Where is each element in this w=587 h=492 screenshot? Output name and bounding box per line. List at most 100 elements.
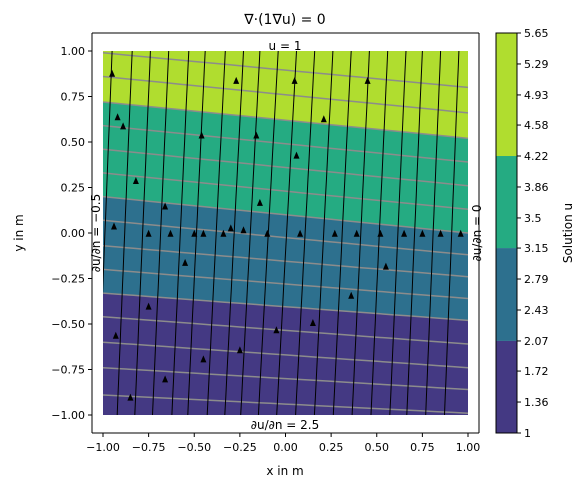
chart-title: ∇·(1∇u) = 0 bbox=[243, 12, 325, 28]
streamline-arrow-29 bbox=[437, 229, 444, 237]
colorbar: 5.65 5.29 4.93 4.58 4.22 3.86 3.5 3.15 2.79 2.43 2… bbox=[495, 27, 549, 440]
y-tick-label: −0.25 bbox=[51, 273, 85, 286]
streamline-arrow-38 bbox=[273, 326, 280, 334]
streamline-arrow-39 bbox=[309, 319, 316, 326]
colorbar-tick-label: 4.22 bbox=[524, 150, 549, 163]
streamline-1 bbox=[103, 51, 113, 296]
y-tick-label: −0.75 bbox=[51, 364, 85, 377]
streamline-arrow-31 bbox=[182, 258, 189, 266]
streamline-arrow-16 bbox=[167, 229, 174, 237]
x-tick-label: 0.25 bbox=[319, 441, 344, 454]
streamline-15 bbox=[351, 51, 370, 415]
x-axis-ticks: −1.00 −0.75 −0.50 −0.25 0.00 0.25 0.50 0.75 1.00 bbox=[86, 433, 480, 454]
x-tick-label: 0.50 bbox=[365, 441, 390, 454]
streamline-9 bbox=[240, 51, 261, 415]
boundary-label-top: u = 1 bbox=[269, 39, 302, 53]
y-tick-label: 0.25 bbox=[61, 182, 86, 195]
x-tick-label: −0.50 bbox=[177, 441, 211, 454]
streamline-20 bbox=[444, 51, 460, 415]
colorbar-tick-label: 5.29 bbox=[524, 58, 549, 71]
contour-line-15 bbox=[103, 52, 468, 89]
streamline-2 bbox=[116, 51, 133, 415]
streamline-arrow-8 bbox=[253, 131, 260, 139]
contour-line-3 bbox=[103, 341, 468, 369]
boundary-label-left: ∂u/∂n = −0.5 bbox=[89, 194, 103, 273]
streamline-arrow-10 bbox=[291, 76, 298, 84]
streamlines-layer bbox=[103, 51, 460, 415]
streamline-arrow-26 bbox=[377, 229, 384, 237]
contour-line-6 bbox=[103, 268, 468, 300]
streamline-arrows-layer bbox=[109, 69, 464, 401]
streamline-arrow-3 bbox=[120, 122, 127, 130]
streamline-arrow-18 bbox=[200, 229, 207, 237]
colorbar-tick-label: 2.07 bbox=[524, 335, 549, 348]
colorbar-tick-label: 5.65 bbox=[524, 27, 549, 40]
contour-line-8 bbox=[103, 219, 468, 256]
boundary-label-right: ∂u/∂n = 0 bbox=[470, 205, 484, 262]
y-tick-label: 0.50 bbox=[61, 136, 86, 149]
x-tick-label: −1.00 bbox=[86, 441, 120, 454]
streamline-arrow-32 bbox=[145, 302, 152, 310]
colorbar-tick-label: 2.43 bbox=[524, 304, 549, 317]
streamline-3 bbox=[134, 51, 151, 415]
colorbar-tick-label: 4.93 bbox=[524, 89, 549, 102]
colorbar-label: Solution u bbox=[561, 203, 575, 263]
streamline-13 bbox=[313, 51, 334, 415]
y-tick-label: 1.00 bbox=[61, 45, 86, 58]
streamline-arrow-4 bbox=[132, 177, 139, 184]
streamline-5 bbox=[171, 51, 190, 415]
x-tick-label: 0.75 bbox=[410, 441, 435, 454]
x-tick-label: 1.00 bbox=[456, 441, 481, 454]
y-tick-label: −0.50 bbox=[51, 318, 85, 331]
streamline-arrow-9 bbox=[256, 198, 263, 206]
streamline-arrow-33 bbox=[112, 331, 119, 339]
colorbar-tick-label: 4.58 bbox=[524, 119, 549, 132]
colorbar-band-4 bbox=[496, 33, 517, 157]
streamline-arrow-34 bbox=[162, 375, 169, 383]
streamline-17 bbox=[389, 51, 407, 415]
streamline-4 bbox=[152, 51, 170, 415]
streamline-arrow-27 bbox=[401, 229, 408, 237]
boundary-label-bottom: ∂u/∂n = 2.5 bbox=[251, 418, 319, 432]
y-tick-label: −1.00 bbox=[51, 409, 85, 422]
streamline-arrow-20 bbox=[227, 224, 234, 232]
colorbar-band-2 bbox=[496, 248, 517, 341]
contour-line-14 bbox=[103, 75, 468, 114]
streamline-arrow-15 bbox=[145, 229, 152, 237]
streamline-7 bbox=[206, 51, 226, 415]
x-tick-label: −0.25 bbox=[223, 441, 257, 454]
streamline-arrow-11 bbox=[320, 115, 327, 123]
colorbar-frame bbox=[495, 32, 518, 434]
streamline-arrow-17 bbox=[191, 229, 198, 237]
streamline-arrow-24 bbox=[331, 229, 338, 237]
streamline-14 bbox=[332, 51, 352, 415]
streamline-arrow-13 bbox=[293, 151, 300, 159]
streamline-19 bbox=[425, 51, 442, 415]
streamline-8 bbox=[224, 51, 244, 415]
contour-line-5 bbox=[103, 292, 468, 322]
colorbar-tick-label: 2.79 bbox=[524, 273, 549, 286]
contour-line-4 bbox=[103, 315, 468, 345]
streamline-arrow-36 bbox=[200, 355, 207, 363]
streamline-6 bbox=[187, 51, 206, 415]
streamline-arrow-41 bbox=[382, 262, 389, 270]
streamline-arrow-40 bbox=[348, 291, 355, 299]
streamline-12 bbox=[295, 51, 316, 415]
colorbar-tick-label: 1.36 bbox=[524, 396, 549, 409]
streamline-11 bbox=[276, 51, 297, 415]
streamline-18 bbox=[406, 51, 423, 415]
colorbar-tick-label: 1 bbox=[524, 427, 531, 440]
y-axis-ticks: 1.00 0.75 0.50 0.25 0.00 −0.25 −0.50 −0.75 −1.00 bbox=[51, 45, 92, 422]
streamline-arrow-1 bbox=[109, 69, 116, 77]
colorbar-band-3 bbox=[496, 156, 517, 249]
streamline-arrow-5 bbox=[162, 202, 169, 210]
streamline-arrow-12 bbox=[364, 76, 371, 84]
contour-fill-layer bbox=[103, 51, 468, 415]
colorbar-tick-label: 1.72 bbox=[524, 365, 549, 378]
streamline-arrow-7 bbox=[233, 76, 240, 84]
streamline-arrow-21 bbox=[240, 226, 247, 234]
contour-line-13 bbox=[103, 101, 468, 140]
streamline-arrow-30 bbox=[457, 229, 464, 237]
